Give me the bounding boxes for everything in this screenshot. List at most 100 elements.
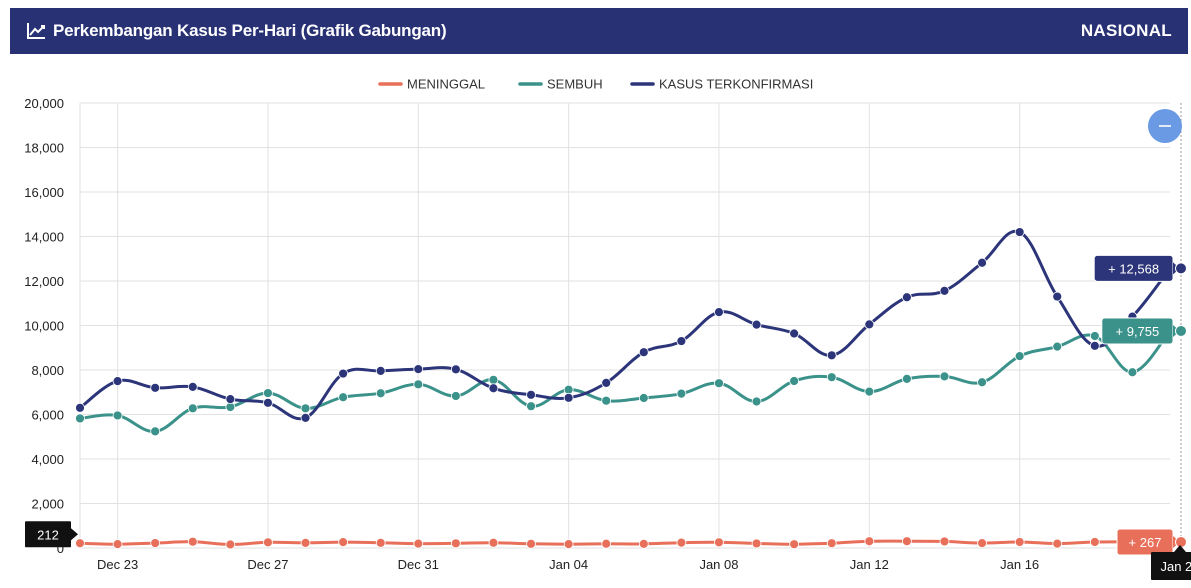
data-point[interactable] [939,371,950,382]
data-point[interactable] [526,538,536,549]
data-point[interactable] [150,382,161,393]
data-point[interactable] [1089,331,1100,341]
tooltip-deaths-text: + 267 [1129,535,1162,550]
data-point[interactable] [75,402,85,413]
data-point[interactable] [901,373,912,384]
data-point[interactable] [939,285,950,296]
data-point[interactable] [601,395,612,406]
data-point[interactable] [112,376,123,387]
data-point[interactable] [488,374,499,385]
y-tick-label: 8,000 [31,363,64,378]
data-point[interactable] [789,539,800,550]
y-tick-label: 18,000 [24,141,64,156]
data-point[interactable] [375,365,386,376]
legend-label[interactable]: MENINGGAL [407,77,485,92]
data-point[interactable] [939,536,950,547]
data-point[interactable] [112,410,123,421]
data-point[interactable] [225,394,236,405]
data-point[interactable] [977,257,987,268]
data-point[interactable] [1127,367,1138,378]
data-point[interactable] [751,396,762,407]
data-point[interactable] [714,537,724,548]
data-point[interactable] [714,307,724,318]
data-point[interactable] [263,397,273,408]
data-point[interactable] [638,539,649,549]
data-point[interactable] [563,392,574,403]
data-point[interactable] [300,403,311,414]
data-point[interactable] [413,379,424,390]
hover-value-box [25,521,71,548]
data-point[interactable] [150,538,161,548]
data-point[interactable] [450,538,461,549]
data-point[interactable] [563,384,574,395]
data-point[interactable] [263,388,273,398]
data-point[interactable] [187,403,198,414]
y-tick-label: 10,000 [24,319,64,334]
data-point[interactable] [901,536,912,547]
data-point[interactable] [1014,227,1025,237]
chart-series [75,227,1175,550]
data-point[interactable] [676,336,687,346]
data-point[interactable] [977,377,987,388]
x-tick-label: Jan 16 [1000,557,1039,572]
data-point[interactable] [75,538,85,549]
data-point[interactable] [187,536,198,547]
data-point[interactable] [676,388,687,399]
data-point[interactable] [826,372,837,383]
data-point[interactable] [864,536,875,547]
data-point[interactable] [864,319,875,330]
data-point[interactable] [638,393,649,403]
data-point[interactable] [1052,538,1063,549]
tooltip-recovered-marker [1175,324,1187,337]
data-point[interactable] [375,537,386,548]
data-point[interactable] [300,412,311,423]
data-point[interactable] [413,538,424,549]
data-point[interactable] [1089,340,1100,351]
data-point[interactable] [1014,351,1025,361]
data-point[interactable] [450,391,461,401]
data-point[interactable] [225,539,236,550]
data-point[interactable] [901,292,912,303]
data-point[interactable] [638,347,649,358]
x-tick-label: Dec 23 [97,557,138,572]
data-point[interactable] [338,392,349,403]
data-point[interactable] [864,386,875,397]
data-point[interactable] [488,537,499,548]
data-point[interactable] [338,537,349,548]
data-point[interactable] [1089,537,1100,547]
data-point[interactable] [338,368,349,379]
line-chart-icon [27,23,45,39]
data-point[interactable] [75,413,85,424]
data-point[interactable] [826,538,837,549]
data-point[interactable] [150,426,161,437]
data-point[interactable] [450,364,461,375]
data-point[interactable] [413,364,424,375]
data-point[interactable] [375,388,386,399]
data-point[interactable] [826,350,837,361]
data-point[interactable] [676,537,687,548]
data-point[interactable] [263,537,273,548]
data-point[interactable] [789,376,800,386]
data-point[interactable] [1014,537,1025,547]
data-point[interactable] [488,383,499,394]
data-point[interactable] [526,389,536,400]
data-point[interactable] [751,319,762,330]
data-point[interactable] [714,378,724,389]
zoom-out-button[interactable] [1148,109,1182,143]
data-point[interactable] [601,538,612,549]
hover-date-text: Jan 20 [1160,559,1191,574]
data-point[interactable] [751,538,762,549]
data-point[interactable] [1052,291,1063,302]
data-point[interactable] [563,539,574,550]
data-point[interactable] [977,538,987,549]
data-point[interactable] [526,401,536,412]
legend-label[interactable]: KASUS TERKONFIRMASI [659,77,813,92]
data-point[interactable] [112,539,123,550]
legend-label[interactable]: SEMBUH [547,77,603,92]
data-point[interactable] [601,378,612,388]
data-point[interactable] [187,382,198,392]
data-point[interactable] [300,537,311,548]
data-point[interactable] [789,328,800,339]
data-point[interactable] [1052,341,1063,352]
chart-header: Perkembangan Kasus Per-Hari (Grafik Gabu… [10,8,1188,54]
